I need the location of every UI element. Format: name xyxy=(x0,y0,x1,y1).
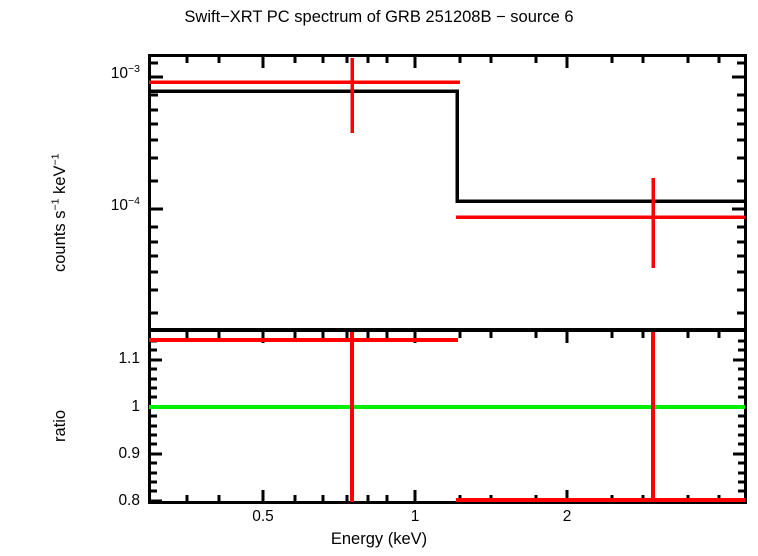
page-title: Swift−XRT PC spectrum of GRB 251208B − s… xyxy=(184,8,574,26)
ratio-data-point-2 xyxy=(456,332,745,502)
x-tick-label-1: 1 xyxy=(410,508,420,525)
spectrum-y-major-ticks xyxy=(150,75,163,211)
ratio-data-point-1 xyxy=(149,332,458,502)
ratio-tick-label-0-8: 0.8 xyxy=(118,492,140,509)
spectrum-frame xyxy=(148,54,747,331)
spectrum-data-point-1 xyxy=(149,58,460,133)
ratio-y-major-ticks xyxy=(150,358,162,503)
ratio-y-major-ticks-right xyxy=(733,358,745,503)
spectrum-y-minor-ticks xyxy=(150,61,158,315)
spectrum-y-minor-ticks-right xyxy=(737,61,745,315)
spectrum-panel xyxy=(148,54,747,331)
ratio-y-minor-ticks xyxy=(150,339,157,493)
spectrum-data-point-2 xyxy=(456,178,745,268)
ratio-tick-label-1: 1 xyxy=(131,398,140,415)
ratio-tick-label-0-9: 0.9 xyxy=(118,445,140,462)
y-tick-label-1e-4: 10−4 xyxy=(110,194,140,214)
y-tick-label-1e-3: 10−3 xyxy=(110,62,140,82)
spectrum-model-step xyxy=(149,89,745,203)
ratio-panel xyxy=(148,329,747,504)
x-axis-label: Energy (keV) xyxy=(330,530,428,548)
spectrum-x-minor-ticks-top xyxy=(185,56,721,68)
x-tick-label-0-5: 0.5 xyxy=(252,508,274,525)
x-tick-label-2: 2 xyxy=(562,508,572,525)
ratio-frame xyxy=(148,329,747,504)
ratio-y-minor-ticks-right xyxy=(738,339,745,493)
ratio-tick-label-1-1: 1.1 xyxy=(118,350,140,367)
spectrum-y-major-ticks-right xyxy=(732,75,745,211)
